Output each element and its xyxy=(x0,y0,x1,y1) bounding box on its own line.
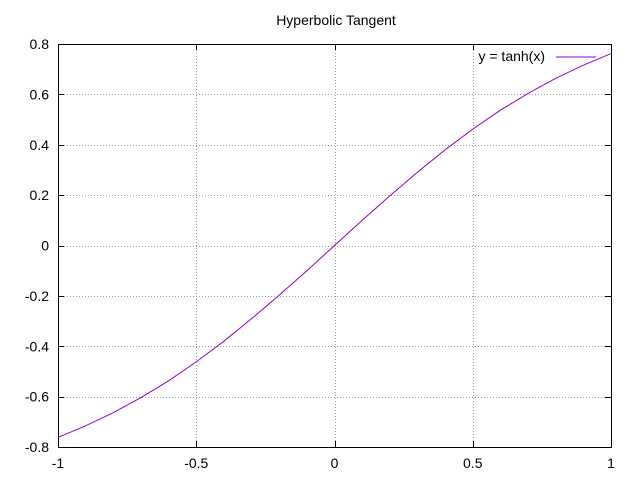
axis-ticks: -1 -0.5 0 0.5 1 -0.8 -0.6 -0.4 -0.2 0 0.2 0.4 0.6 0.8 xyxy=(25,36,615,471)
x-tick-label: 0.5 xyxy=(463,455,483,471)
series-line xyxy=(58,54,611,438)
y-tick-label: 0.6 xyxy=(30,86,50,102)
y-tick-label: -0.4 xyxy=(25,338,49,354)
y-tick-label: 0 xyxy=(41,238,49,254)
x-tick-label: 1 xyxy=(607,455,615,471)
x-tick-label: -1 xyxy=(52,455,65,471)
y-tick-label: -0.8 xyxy=(25,439,49,455)
legend: y = tanh(x) xyxy=(478,48,596,64)
y-tick-label: 0.8 xyxy=(30,36,50,52)
x-tick-label: 0 xyxy=(331,455,339,471)
series-group xyxy=(58,54,611,438)
y-tick-label: 0.4 xyxy=(30,137,50,153)
y-tick-label: -0.2 xyxy=(25,288,49,304)
y-tick-label: 0.2 xyxy=(30,187,50,203)
y-tick-label: -0.6 xyxy=(25,389,49,405)
legend-label: y = tanh(x) xyxy=(478,48,545,64)
x-tick-label: -0.5 xyxy=(184,455,208,471)
chart-title: Hyperbolic Tangent xyxy=(276,12,396,28)
